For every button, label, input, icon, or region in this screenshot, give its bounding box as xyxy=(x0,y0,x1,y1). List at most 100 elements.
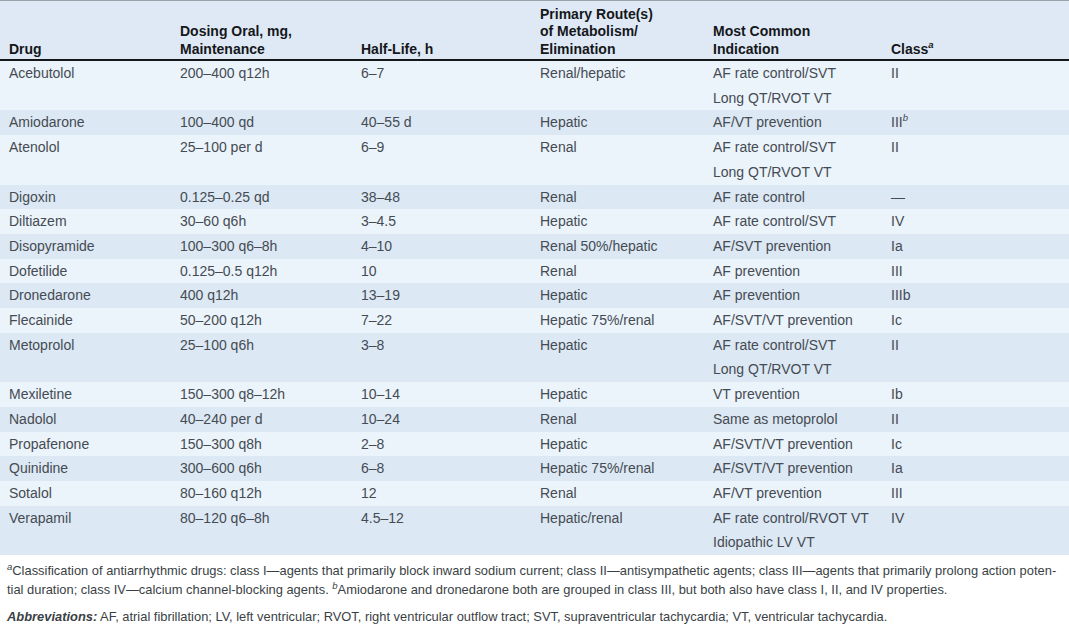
cell-half-life: 10–24 xyxy=(361,407,540,432)
cell-half-life: 3–8 xyxy=(361,333,540,382)
table-row: Amiodarone100–400 qd40–55 dHepaticAF/VT … xyxy=(0,110,1069,135)
cell-half-life: 13–19 xyxy=(361,283,540,308)
cell-drug: Mexiletine xyxy=(0,382,180,407)
cell-class: Ib xyxy=(891,382,1069,407)
cell-dosing: 40–240 per d xyxy=(180,407,361,432)
cell-half-life: 6–7 xyxy=(361,60,540,110)
table-row: Flecainide50–200 q12h7–22Hepatic 75%/ren… xyxy=(0,308,1069,333)
cell-dosing: 100–300 q6–8h xyxy=(180,234,361,259)
cell-dosing: 150–300 q8h xyxy=(180,432,361,457)
table-row: Dofetilide0.125–0.5 q12h10RenalAF preven… xyxy=(0,259,1069,284)
cell-class: II xyxy=(891,333,1069,382)
cell-class: IIIb xyxy=(891,283,1069,308)
cell-route: Hepatic/renal xyxy=(540,506,713,555)
cell-drug: Flecainide xyxy=(0,308,180,333)
table-row: Propafenone150–300 q8h2–8HepaticAF/SVT/V… xyxy=(0,432,1069,457)
cell-route: Renal xyxy=(540,185,713,210)
cell-dosing: 100–400 qd xyxy=(180,110,361,135)
cell-class: Ic xyxy=(891,432,1069,457)
cell-route: Hepatic xyxy=(540,283,713,308)
cell-drug: Digoxin xyxy=(0,185,180,210)
table-header: DrugDosing Oral, mg,MaintenanceHalf-Life… xyxy=(0,1,1069,60)
cell-indication: AF rate control xyxy=(713,185,891,210)
table-row: Dronedarone400 q12h13–19HepaticAF preven… xyxy=(0,283,1069,308)
cell-route: Renal xyxy=(540,259,713,284)
cell-drug: Disopyramide xyxy=(0,234,180,259)
cell-drug: Amiodarone xyxy=(0,110,180,135)
cell-indication: AF/SVT/VT prevention xyxy=(713,432,891,457)
cell-class: II xyxy=(891,60,1069,110)
abbreviations-text: AF, atrial fibrillation; LV, left ventri… xyxy=(97,609,887,624)
footnotes: aClassification of antiarrhythmic drugs:… xyxy=(0,555,1069,625)
cell-indication: AF/VT prevention xyxy=(713,481,891,506)
cell-indication: AF prevention xyxy=(713,259,891,284)
column-header-drug: Drug xyxy=(0,1,180,60)
cell-half-life: 4–10 xyxy=(361,234,540,259)
cell-dosing: 400 q12h xyxy=(180,283,361,308)
cell-indication: AF rate control/RVOT VTIdiopathic LV VT xyxy=(713,506,891,555)
cell-route: Renal/hepatic xyxy=(540,60,713,110)
drug-table-page: DrugDosing Oral, mg,MaintenanceHalf-Life… xyxy=(0,0,1069,625)
cell-half-life: 2–8 xyxy=(361,432,540,457)
column-header-dosing: Dosing Oral, mg,Maintenance xyxy=(180,1,361,60)
cell-drug: Verapamil xyxy=(0,506,180,555)
footnote-line1: Classification of antiarrhythmic drugs: … xyxy=(12,563,1056,578)
cell-class: Ia xyxy=(891,456,1069,481)
cell-route: Hepatic xyxy=(540,333,713,382)
cell-dosing: 150–300 q8–12h xyxy=(180,382,361,407)
footnote-line2-pre: tial duration; class IV—calcium channel-… xyxy=(7,582,332,597)
cell-dosing: 0.125–0.5 q12h xyxy=(180,259,361,284)
cell-half-life: 7–22 xyxy=(361,308,540,333)
table-row: Diltiazem30–60 q6h3–4.5HepaticAF rate co… xyxy=(0,209,1069,234)
cell-class: Ic xyxy=(891,308,1069,333)
table-row: Metoprolol25–100 q6h3–8HepaticAF rate co… xyxy=(0,333,1069,382)
cell-route: Hepatic xyxy=(540,209,713,234)
abbreviations-label: Abbreviations: xyxy=(7,609,97,624)
antiarrhythmic-drug-table: DrugDosing Oral, mg,MaintenanceHalf-Life… xyxy=(0,1,1069,555)
cell-drug: Diltiazem xyxy=(0,209,180,234)
cell-indication: AF rate control/SVTLong QT/RVOT VT xyxy=(713,135,891,184)
cell-route: Renal xyxy=(540,407,713,432)
cell-drug: Sotalol xyxy=(0,481,180,506)
column-header-indication: Most CommonIndication xyxy=(713,1,891,60)
cell-dosing: 25–100 q6h xyxy=(180,333,361,382)
cell-indication: VT prevention xyxy=(713,382,891,407)
cell-drug: Dofetilide xyxy=(0,259,180,284)
cell-dosing: 25–100 per d xyxy=(180,135,361,184)
cell-dosing: 0.125–0.25 qd xyxy=(180,185,361,210)
cell-indication: AF rate control/SVTLong QT/RVOT VT xyxy=(713,60,891,110)
cell-class: Ia xyxy=(891,234,1069,259)
cell-route: Hepatic xyxy=(540,382,713,407)
cell-half-life: 6–8 xyxy=(361,456,540,481)
cell-drug: Dronedarone xyxy=(0,283,180,308)
cell-dosing: 300–600 q6h xyxy=(180,456,361,481)
column-header-half-life: Half-Life, h xyxy=(361,1,540,60)
cell-dosing: 80–160 q12h xyxy=(180,481,361,506)
cell-class: III xyxy=(891,259,1069,284)
cell-route: Hepatic 75%/renal xyxy=(540,308,713,333)
column-header-class: Classa xyxy=(891,1,1069,60)
cell-half-life: 38–48 xyxy=(361,185,540,210)
cell-half-life: 10 xyxy=(361,259,540,284)
table-row: Acebutolol200–400 q12h6–7Renal/hepaticAF… xyxy=(0,60,1069,110)
cell-class: II xyxy=(891,135,1069,184)
cell-class: — xyxy=(891,185,1069,210)
cell-dosing: 80–120 q6–8h xyxy=(180,506,361,555)
cell-drug: Quinidine xyxy=(0,456,180,481)
table-row: Mexiletine150–300 q8–12h10–14HepaticVT p… xyxy=(0,382,1069,407)
cell-half-life: 6–9 xyxy=(361,135,540,184)
cell-route: Hepatic xyxy=(540,110,713,135)
cell-indication: Same as metoprolol xyxy=(713,407,891,432)
cell-class: III xyxy=(891,481,1069,506)
table-row: Digoxin0.125–0.25 qd38–48RenalAF rate co… xyxy=(0,185,1069,210)
cell-drug: Metoprolol xyxy=(0,333,180,382)
cell-class: IV xyxy=(891,209,1069,234)
table-row: Verapamil80–120 q6–8h4.5–12Hepatic/renal… xyxy=(0,506,1069,555)
cell-indication: AF rate control/SVTLong QT/RVOT VT xyxy=(713,333,891,382)
cell-half-life: 40–55 d xyxy=(361,110,540,135)
table-row: Quinidine300–600 q6h6–8Hepatic 75%/renal… xyxy=(0,456,1069,481)
cell-route: Hepatic xyxy=(540,432,713,457)
cell-route: Renal xyxy=(540,135,713,184)
cell-class: II xyxy=(891,407,1069,432)
cell-indication: AF/SVT/VT prevention xyxy=(713,456,891,481)
